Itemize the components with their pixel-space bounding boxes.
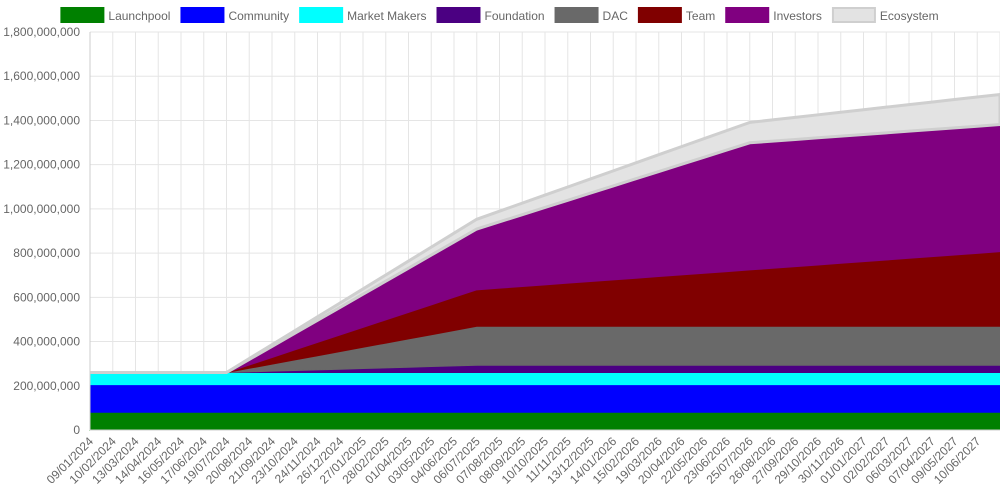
- area: [90, 92, 1000, 375]
- y-tick-label: 0: [73, 423, 80, 437]
- area: [89, 384, 1000, 413]
- y-tick-label: 200,000,000: [13, 379, 80, 393]
- legend-swatch: [180, 7, 225, 23]
- y-tick-label: 600,000,000: [13, 290, 80, 304]
- y-tick-label: 1,600,000,000: [3, 69, 80, 83]
- legend-label: Market Makers: [347, 9, 426, 23]
- legend-label: DAC: [603, 9, 629, 23]
- area: [89, 411, 1000, 431]
- legend-label: Investors: [773, 9, 822, 23]
- y-tick-label: 1,800,000,000: [3, 25, 80, 39]
- legend-label: Team: [686, 9, 715, 23]
- legend-label: Foundation: [485, 9, 545, 23]
- area: [89, 372, 1000, 386]
- legend-swatch: [60, 7, 105, 23]
- legend-label: Launchpool: [108, 9, 170, 23]
- y-tick-label: 400,000,000: [13, 335, 80, 349]
- y-tick-label: 1,400,000,000: [3, 113, 80, 127]
- legend-label: Community: [228, 9, 289, 23]
- y-tick-label: 1,000,000,000: [3, 202, 80, 216]
- y-tick-label: 800,000,000: [13, 246, 80, 260]
- legend: Launchpool Community Market Makers Foundati…: [60, 7, 939, 23]
- legend-swatch: [831, 7, 876, 23]
- legend-swatch: [554, 7, 599, 23]
- legend-swatch: [436, 7, 481, 23]
- legend-swatch: [725, 7, 770, 23]
- legend-swatch: [299, 7, 344, 23]
- y-tick-label: 1,200,000,000: [3, 158, 80, 172]
- legend-swatch: [637, 7, 682, 23]
- legend-label: Ecosystem: [880, 9, 939, 23]
